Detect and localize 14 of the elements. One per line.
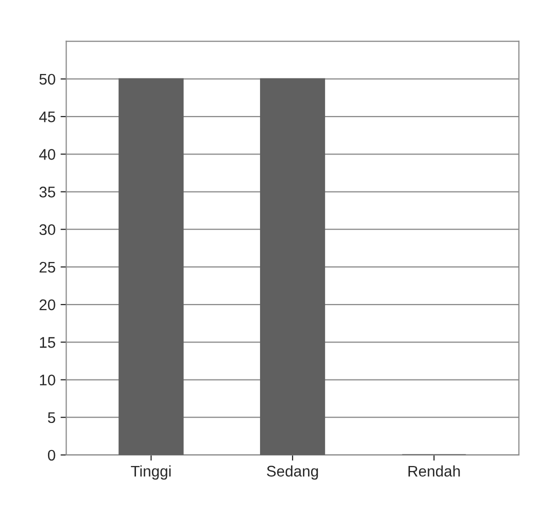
y-tick-label: 20 xyxy=(40,299,56,310)
y-tick-label: 10 xyxy=(40,374,56,386)
y-tick-label: 50 xyxy=(39,74,56,85)
y-tick-label: 15 xyxy=(40,337,56,348)
x-tick-label: Rendah xyxy=(408,465,460,477)
x-tick-label: Sedang xyxy=(266,465,318,480)
y-tick-label: 5 xyxy=(48,412,56,424)
x-tick-label: Tinggi xyxy=(130,465,171,480)
y-tick-label: 0 xyxy=(48,450,56,461)
y-tick-label: 35 xyxy=(39,186,56,198)
y-tick-label: 45 xyxy=(39,112,56,122)
y-tick-label: 40 xyxy=(39,149,56,160)
y-tick-label: 25 xyxy=(40,262,56,273)
y-tick-label: 30 xyxy=(39,224,56,236)
